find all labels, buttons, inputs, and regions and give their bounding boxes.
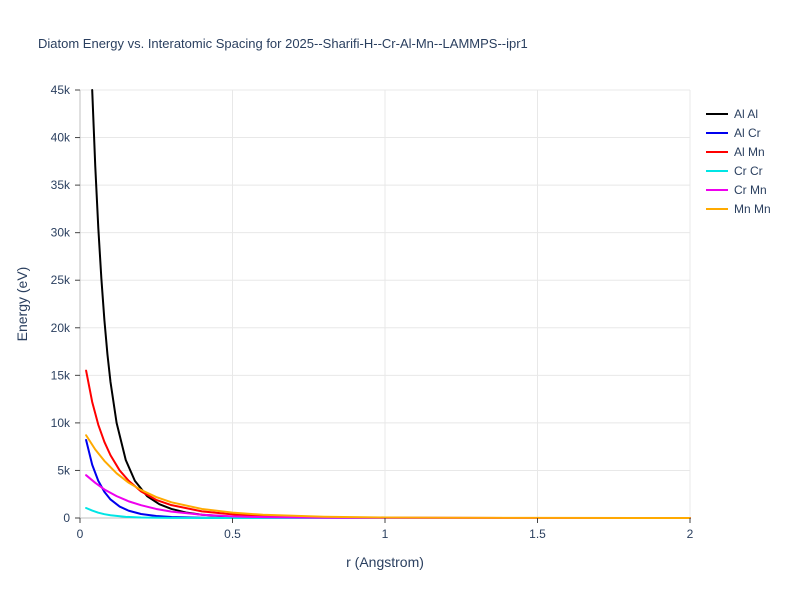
legend-line-swatch bbox=[706, 169, 728, 172]
series-line-cr-mn bbox=[85, 474, 691, 519]
legend-label: Mn Mn bbox=[734, 201, 771, 216]
legend-label: Al Al bbox=[734, 106, 759, 121]
series-line-al-mn bbox=[85, 369, 691, 519]
y-tick-label: 5k bbox=[57, 463, 71, 477]
legend-item-al-al[interactable]: Al Al bbox=[706, 104, 771, 123]
legend-label: Cr Cr bbox=[734, 163, 763, 178]
legend-item-al-cr[interactable]: Al Cr bbox=[706, 123, 771, 142]
legend-label: Al Cr bbox=[734, 125, 761, 140]
y-tick-label: 35k bbox=[51, 178, 71, 192]
legend-item-mn-mn[interactable]: Mn Mn bbox=[706, 199, 771, 218]
legend-item-cr-mn[interactable]: Cr Mn bbox=[706, 180, 771, 199]
legend-item-cr-cr[interactable]: Cr Cr bbox=[706, 161, 771, 180]
y-tick-label: 0 bbox=[63, 511, 70, 525]
y-tick-label: 45k bbox=[51, 83, 71, 97]
y-axis-label: Energy (eV) bbox=[14, 266, 30, 342]
legend-label: Cr Mn bbox=[734, 182, 767, 197]
y-tick-label: 40k bbox=[51, 131, 71, 145]
x-tick-label: 1.5 bbox=[529, 527, 546, 541]
y-tick-label: 15k bbox=[51, 368, 71, 382]
x-tick-label: 1 bbox=[382, 527, 389, 541]
series-line-mn-mn bbox=[85, 434, 691, 519]
y-tick-label: 20k bbox=[51, 321, 71, 335]
series-line-al-al bbox=[91, 89, 691, 519]
legend-line-swatch bbox=[706, 188, 728, 191]
legend-item-al-mn[interactable]: Al Mn bbox=[706, 142, 771, 161]
x-axis-label: r (Angstrom) bbox=[346, 554, 424, 570]
legend: Al Al Al Cr Al Mn Cr Cr Cr Mn Mn Mn bbox=[706, 104, 771, 218]
chart-title: Diatom Energy vs. Interatomic Spacing fo… bbox=[38, 36, 528, 51]
legend-line-swatch bbox=[706, 207, 728, 210]
legend-line-swatch bbox=[706, 131, 728, 134]
x-tick-label: 0.5 bbox=[224, 527, 241, 541]
legend-line-swatch bbox=[706, 150, 728, 153]
legend-line-swatch bbox=[706, 112, 728, 115]
y-tick-label: 30k bbox=[51, 226, 71, 240]
legend-label: Al Mn bbox=[734, 144, 765, 159]
x-tick-label: 0 bbox=[77, 527, 84, 541]
y-tick-label: 10k bbox=[51, 416, 71, 430]
y-tick-label: 25k bbox=[51, 273, 71, 287]
x-tick-label: 2 bbox=[687, 527, 694, 541]
